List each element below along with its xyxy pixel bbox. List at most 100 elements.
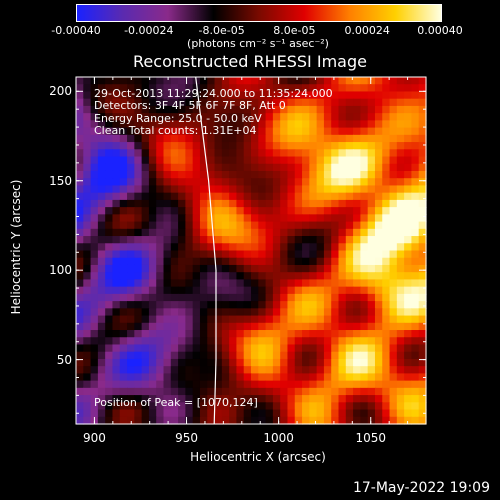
heatmap-cell: [374, 113, 383, 121]
heatmap-cell: [119, 395, 128, 403]
heatmap-cell: [389, 387, 398, 396]
heatmap-cell: [214, 120, 223, 129]
heatmap-cell: [199, 84, 208, 93]
heatmap-cell: [272, 286, 281, 295]
heatmap-cell: [178, 84, 186, 93]
heatmap-cell: [243, 207, 252, 215]
heatmap-cell: [251, 243, 259, 252]
heatmap-cell: [243, 236, 252, 244]
heatmap-cell: [76, 156, 84, 165]
heatmap-cell: [265, 344, 274, 353]
heatmap-cell: [221, 337, 230, 346]
heatmap-cell: [112, 91, 121, 100]
heatmap-cell: [367, 120, 376, 129]
heatmap-cell: [389, 199, 398, 208]
heatmap-cell: [418, 344, 427, 353]
heatmap-cell: [83, 178, 92, 187]
heatmap-cell: [207, 337, 216, 346]
heatmap-cell: [265, 236, 274, 244]
heatmap-cell: [294, 315, 303, 324]
heatmap-cell: [382, 77, 391, 85]
heatmap-cell: [265, 142, 274, 150]
heatmap-cell: [141, 250, 150, 259]
heatmap-cell: [272, 214, 281, 223]
heatmap-cell: [331, 113, 340, 121]
heatmap-cell: [316, 149, 325, 158]
heatmap-cell: [207, 344, 216, 353]
heatmap-cell: [214, 199, 223, 208]
heatmap-cell: [214, 337, 223, 346]
heatmap-cell: [382, 380, 391, 389]
heatmap-cell: [302, 98, 310, 107]
heatmap-cell: [229, 84, 238, 93]
heatmap-cell: [396, 380, 405, 389]
heatmap-cell: [90, 163, 99, 172]
heatmap-cell: [178, 366, 186, 374]
heatmap-cell: [156, 178, 165, 187]
heatmap-cell: [90, 308, 99, 317]
heatmap-cell: [418, 409, 427, 418]
heatmap-cell: [105, 127, 114, 136]
heatmap-cell: [229, 380, 238, 389]
heatmap-cell: [338, 344, 347, 353]
heatmap-cell: [163, 315, 172, 324]
heatmap-cell: [251, 373, 259, 382]
heatmap-cell: [280, 373, 289, 382]
heatmap-cell: [97, 127, 106, 136]
heatmap-cell: [192, 351, 201, 360]
heatmap-cell: [404, 344, 413, 353]
heatmap-cell: [134, 91, 143, 100]
heatmap-cell: [331, 221, 340, 230]
heatmap-cell: [396, 301, 405, 309]
heatmap-cell: [214, 264, 223, 273]
heatmap-cell: [134, 113, 143, 121]
heatmap-cell: [396, 272, 405, 281]
heatmap-cell: [411, 178, 420, 187]
heatmap-cell: [163, 98, 172, 107]
heatmap-cell: [396, 264, 405, 273]
heatmap-cell: [287, 221, 296, 230]
heatmap-cell: [134, 236, 143, 244]
heatmap-cell: [90, 351, 99, 360]
heatmap-cell: [294, 264, 303, 273]
heatmap-cell: [221, 105, 230, 114]
heatmap-cell: [323, 84, 332, 93]
heatmap-cell: [367, 301, 376, 309]
heatmap-cell: [323, 91, 332, 100]
heatmap-cell: [76, 77, 84, 85]
heatmap-cell: [148, 344, 157, 353]
heatmap-cell: [97, 279, 106, 288]
heatmap-cell: [309, 395, 318, 403]
heatmap-cell: [316, 337, 325, 346]
heatmap-cell: [199, 236, 208, 244]
heatmap-cell: [382, 395, 391, 403]
heatmap-cell: [192, 214, 201, 223]
heatmap-cell: [156, 293, 165, 302]
heatmap-cell: [192, 416, 201, 425]
time-range-text: 29-Oct-2013 11:29:24.000 to 11:35:24.000: [94, 87, 333, 100]
heatmap-cell: [97, 250, 106, 259]
heatmap-cell: [418, 250, 427, 259]
heatmap-cell: [316, 293, 325, 302]
heatmap-cell: [192, 366, 201, 374]
heatmap-cell: [345, 351, 354, 360]
heatmap-cell: [97, 142, 106, 150]
heatmap-cell: [294, 142, 303, 150]
heatmap-cell: [418, 236, 427, 244]
heatmap-cell: [148, 351, 157, 360]
heatmap-cell: [214, 257, 223, 266]
heatmap-cell: [287, 344, 296, 353]
heatmap-cell: [83, 207, 92, 215]
heatmap-cell: [389, 330, 398, 338]
heatmap-cell: [221, 315, 230, 324]
heatmap-cell: [251, 170, 259, 179]
heatmap-cell: [389, 301, 398, 309]
heatmap-cell: [316, 98, 325, 107]
heatmap-cell: [418, 330, 427, 338]
heatmap-cell: [112, 293, 121, 302]
heatmap-cell: [105, 77, 114, 85]
heatmap-cell: [178, 236, 186, 244]
heatmap-cell: [83, 286, 92, 295]
heatmap-cell: [331, 395, 340, 403]
heatmap-cell: [280, 156, 289, 165]
